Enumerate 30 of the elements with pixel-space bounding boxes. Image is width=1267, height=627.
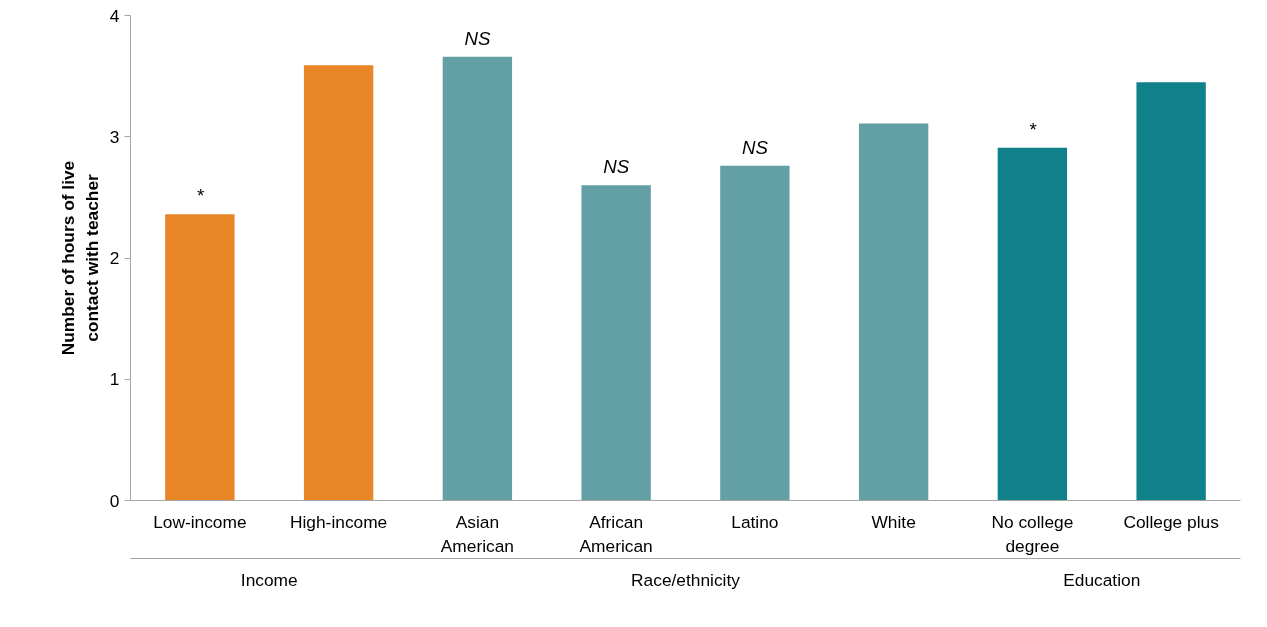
x-tick-label: High-income <box>289 511 388 532</box>
x-tick-label: No college degree <box>991 511 1074 556</box>
text: Education <box>1063 569 1141 590</box>
bar <box>997 147 1068 501</box>
y-tick-label: 0 <box>109 490 120 511</box>
data-label: NS <box>464 27 491 49</box>
bar <box>581 185 651 501</box>
bar <box>165 214 235 501</box>
bar <box>442 56 513 501</box>
bar <box>303 65 374 501</box>
bar <box>858 123 929 501</box>
x-tick-label: Asian American <box>440 511 514 556</box>
data-label: NS <box>741 136 769 158</box>
bar <box>1136 82 1206 501</box>
y-axis-title: Number of hours of live contact with teacher <box>57 160 102 356</box>
data-label: NS <box>603 156 630 178</box>
x-tick-label: Low-income <box>153 511 247 532</box>
bar <box>720 165 790 501</box>
data-label: * <box>196 185 205 207</box>
y-tick-label: 3 <box>109 126 120 147</box>
text: Race/ethnicity <box>631 569 741 590</box>
x-tick-label: White <box>871 511 916 532</box>
y-tick-label: 2 <box>109 248 120 268</box>
data-label: * <box>1028 118 1037 140</box>
y-tick-label: 4 <box>109 5 120 26</box>
x-tick-label: African American <box>579 511 653 556</box>
text: Income <box>240 569 298 590</box>
y-tick-label: 1 <box>109 369 120 390</box>
x-tick-label: College plus <box>1123 511 1220 532</box>
x-tick-label: Latino <box>731 511 779 532</box>
